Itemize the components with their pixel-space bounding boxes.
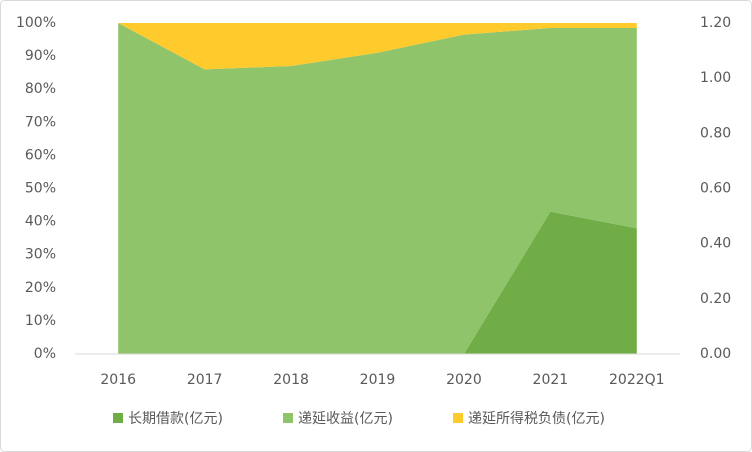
y-tick-label: 30% xyxy=(25,247,56,263)
legend-swatch xyxy=(453,413,463,423)
y2-tick-label: 0.20 xyxy=(700,291,731,307)
y-tick-label: 100% xyxy=(16,15,56,31)
y2-tick-label: 0.00 xyxy=(700,346,731,362)
legend-label: 长期借款(亿元) xyxy=(128,411,223,427)
y-tick-label: 90% xyxy=(25,48,56,64)
x-tick-label: 2022Q1 xyxy=(609,372,665,388)
y2-tick-label: 0.40 xyxy=(700,236,731,252)
area xyxy=(118,211,637,354)
y-tick-label: 20% xyxy=(25,280,56,296)
legend-swatch xyxy=(283,413,293,423)
x-tick-label: 2021 xyxy=(533,372,569,388)
x-tick-label: 2019 xyxy=(360,372,396,388)
y2-tick-label: 0.80 xyxy=(700,125,731,141)
y-tick-label: 50% xyxy=(25,181,56,197)
area xyxy=(118,23,637,354)
y2-tick-label: 0.60 xyxy=(700,181,731,197)
y-tick-label: 60% xyxy=(25,147,56,163)
legend-swatch xyxy=(113,413,123,423)
legend-label: 递延收益(亿元) xyxy=(298,411,393,427)
y2-tick-label: 1.20 xyxy=(700,15,731,31)
x-tick-label: 2018 xyxy=(273,372,309,388)
x-tick-label: 2020 xyxy=(446,372,482,388)
x-tick-label: 2017 xyxy=(187,372,223,388)
area xyxy=(118,23,637,70)
y-tick-label: 80% xyxy=(25,81,56,97)
y2-tick-label: 1.00 xyxy=(700,70,731,86)
y-tick-label: 10% xyxy=(25,313,56,329)
y-tick-label: 70% xyxy=(25,114,56,130)
legend-label: 递延所得税负债(亿元) xyxy=(468,410,605,427)
x-tick-label: 2016 xyxy=(100,372,136,388)
y-tick-label: 0% xyxy=(34,346,56,362)
y-tick-label: 40% xyxy=(25,214,56,230)
